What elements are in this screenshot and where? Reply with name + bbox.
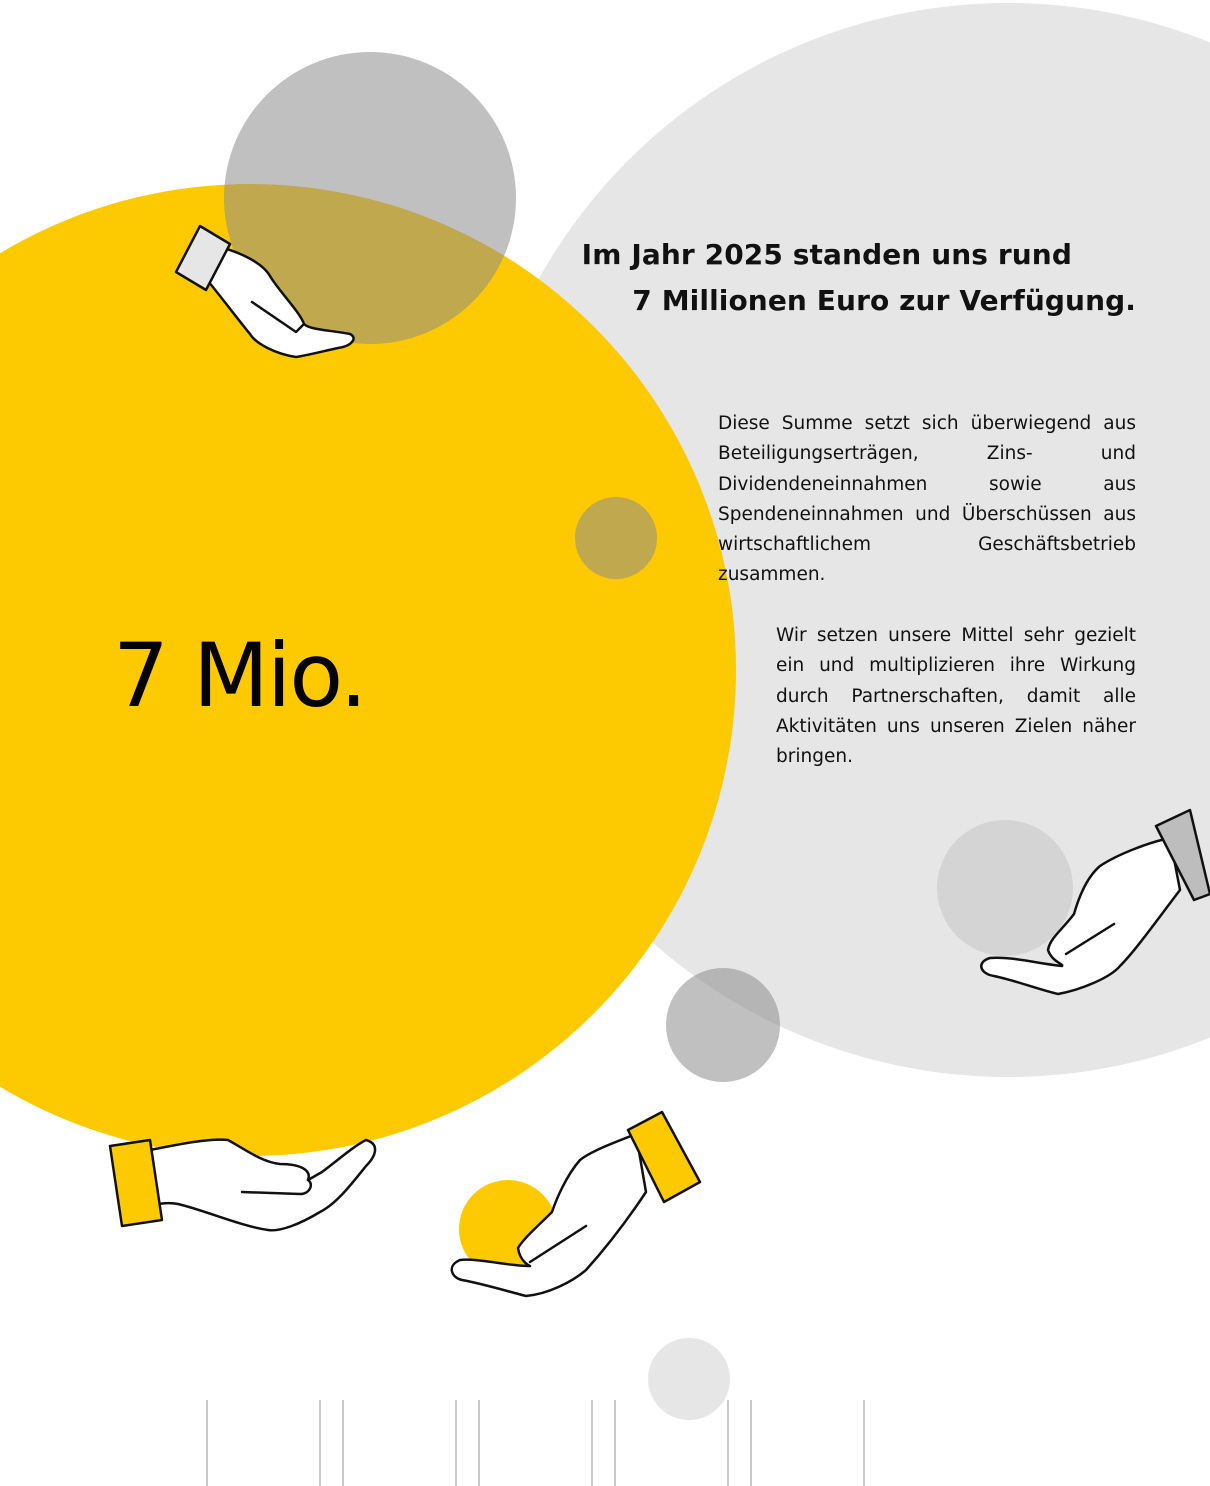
divider-line: [614, 1400, 616, 1486]
gray-circle-right: [937, 820, 1073, 956]
divider-line: [727, 1400, 729, 1486]
paragraph-funding-sources: Diese Summe setzt sich überwiegend aus B…: [718, 413, 1136, 586]
dot-olive: [575, 497, 657, 579]
paragraph-impact: Wir setzen unsere Mittel sehr gezielt ei…: [776, 625, 1136, 768]
divider-line: [455, 1400, 457, 1486]
hand-icon: [980, 808, 1210, 996]
hand-icon: [174, 224, 355, 359]
divider-line: [319, 1400, 321, 1486]
gray-circle-bottom: [648, 1338, 730, 1420]
divider-line: [478, 1400, 480, 1486]
divider-line: [863, 1400, 865, 1486]
divider-line: [750, 1400, 752, 1486]
headline-line-2: 7 Millionen Euro zur Verfügung.: [632, 284, 1136, 317]
hand-icon: [450, 1110, 702, 1298]
divider-line: [342, 1400, 344, 1486]
hand-icon: [108, 1138, 377, 1232]
big-number: 7 Mio.: [113, 624, 368, 727]
headline: Im Jahr 2025 standen uns rund 7 Millione…: [536, 232, 1136, 324]
gray-circle-lower: [666, 968, 780, 1082]
headline-line-1: Im Jahr 2025 standen uns rund: [581, 238, 1072, 271]
gray-circle-top: [224, 52, 516, 344]
divider-line: [591, 1400, 593, 1486]
divider-line: [206, 1400, 208, 1486]
yellow-circle-large: [0, 184, 736, 1156]
